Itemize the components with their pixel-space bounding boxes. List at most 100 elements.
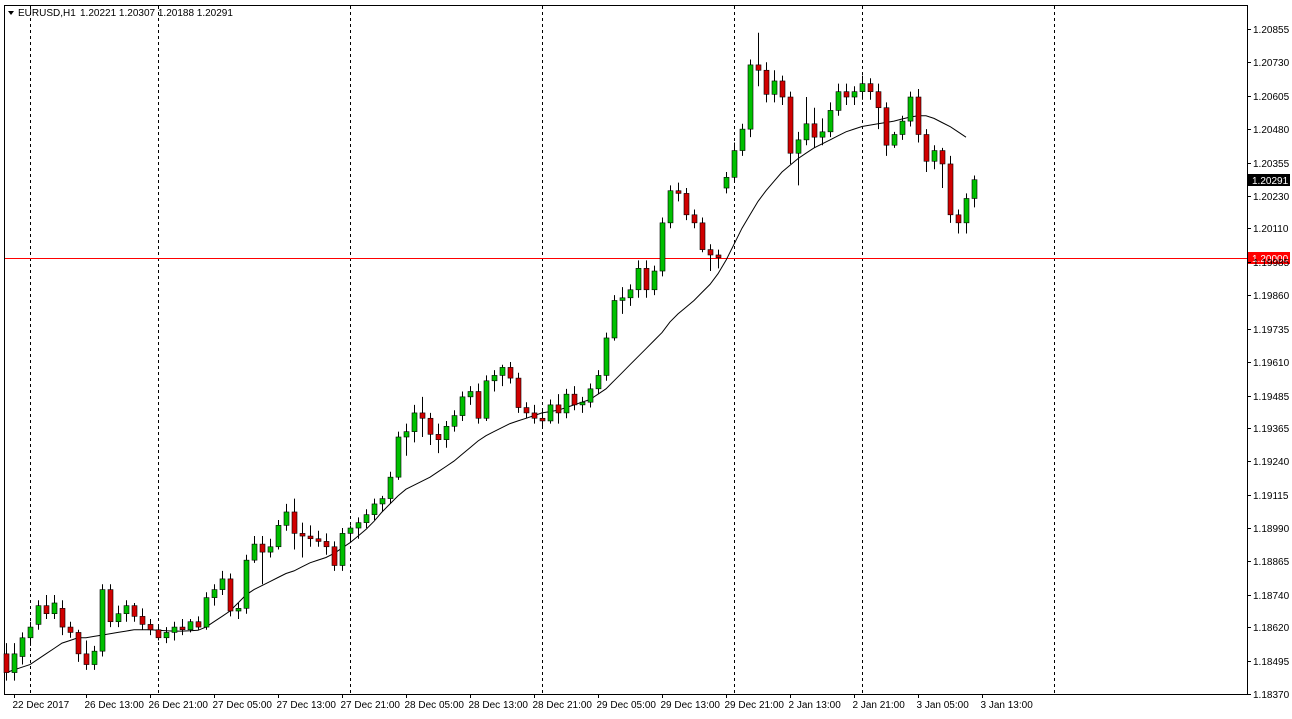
- candle: [635, 260, 642, 298]
- bear-candle-body: [3, 653, 10, 673]
- candle: [307, 525, 314, 547]
- y-tick-label: 1.20605: [1253, 92, 1290, 103]
- candle: [875, 83, 882, 130]
- candle: [371, 498, 378, 520]
- candle: [11, 643, 18, 681]
- bull-candle-body: [931, 150, 938, 162]
- bull-candle-body: [99, 589, 106, 652]
- candle: [643, 260, 650, 298]
- candle: [907, 91, 914, 127]
- bull-candle-body: [27, 626, 34, 639]
- candle: [315, 530, 322, 547]
- candle: [323, 533, 330, 555]
- candle: [19, 632, 26, 665]
- candle: [267, 538, 274, 558]
- y-tick-label: 1.20355: [1253, 159, 1290, 170]
- bear-candle-body: [643, 268, 650, 291]
- candle: [211, 584, 218, 606]
- candle: [275, 519, 282, 550]
- price-tag-label: 1.20291: [1252, 176, 1289, 187]
- bear-candle-body: [59, 608, 66, 628]
- bull-candle-body: [411, 412, 418, 432]
- bull-candle-body: [891, 134, 898, 146]
- bull-candle-body: [635, 268, 642, 291]
- candle: [163, 627, 170, 644]
- bear-candle-body: [523, 407, 530, 414]
- bear-candle-body: [107, 589, 114, 623]
- bear-candle-body: [475, 391, 482, 419]
- ohlc-label: 1.20221 1.20307 1.20188 1.20291: [80, 8, 233, 19]
- y-tick-label: 1.20230: [1253, 192, 1290, 203]
- x-tick-label: 29 Dec 05:00: [597, 700, 657, 711]
- bear-candle-body: [691, 214, 698, 224]
- candle: [627, 284, 634, 306]
- candle: [523, 402, 530, 419]
- y-tick-label: 1.19735: [1253, 325, 1290, 336]
- level-line-group[interactable]: 1.20000: [5, 252, 1290, 265]
- candle: [235, 602, 242, 620]
- candle: [515, 372, 522, 413]
- time-axis[interactable]: 22 Dec 2017 26 Dec 13:00 26 Dec 21:00 27 De…: [13, 694, 1034, 711]
- bull-candle-body: [595, 375, 602, 390]
- bear-candle-body: [955, 214, 962, 224]
- bear-candle-body: [947, 163, 954, 216]
- bear-candle-body: [515, 377, 522, 408]
- candle: [379, 495, 386, 512]
- bear-candle-body: [195, 621, 202, 628]
- bull-candle-body: [91, 650, 98, 665]
- x-tick-label: 22 Dec 2017: [13, 700, 70, 711]
- candle: [155, 624, 162, 641]
- bull-candle-body: [803, 123, 810, 141]
- candle: [667, 185, 674, 229]
- bull-candle-body: [403, 431, 410, 438]
- bull-candle-body: [379, 498, 386, 505]
- candle: [803, 97, 810, 146]
- bear-candle-body: [571, 393, 578, 406]
- bear-candle-body: [787, 96, 794, 154]
- bear-candle-body: [531, 412, 538, 419]
- bull-candle-body: [483, 380, 490, 419]
- bull-candle-body: [827, 110, 834, 133]
- y-tick-label: 1.20480: [1253, 125, 1290, 136]
- y-tick-label: 1.18370: [1253, 690, 1290, 701]
- y-tick-label: 1.19240: [1253, 457, 1290, 468]
- level-tag: 1.20000: [1248, 252, 1290, 265]
- candle: [923, 129, 930, 172]
- price-axis[interactable]: 1.20855 1.20730 1.20605 1.20480 1.20355 1.202…: [1247, 25, 1290, 701]
- candle: [867, 78, 874, 100]
- candle: [763, 62, 770, 103]
- candle: [219, 570, 226, 595]
- bull-candle-body: [371, 503, 378, 515]
- bull-candle-body: [243, 559, 250, 609]
- candle: [859, 75, 866, 100]
- x-tick-label: 29 Dec 21:00: [725, 700, 785, 711]
- y-tick-label: 1.19485: [1253, 392, 1290, 403]
- bull-candle-body: [171, 626, 178, 633]
- x-tick-label: 3 Jan 05:00: [917, 700, 970, 711]
- candle: [507, 362, 514, 384]
- y-tick-label: 1.18990: [1253, 524, 1290, 535]
- bear-candle-body: [539, 417, 546, 422]
- y-tick-label: 1.18740: [1253, 591, 1290, 602]
- y-tick-label: 1.20730: [1253, 58, 1290, 69]
- bear-candle-body: [923, 134, 930, 162]
- dropdown-triangle-icon[interactable]: [8, 11, 14, 15]
- candle: [467, 386, 474, 405]
- bull-candle-body: [547, 404, 554, 422]
- candle: [683, 188, 690, 221]
- bear-candle-body: [675, 190, 682, 194]
- bear-candle-body: [323, 541, 330, 548]
- bear-candle-body: [75, 632, 82, 655]
- bear-candle-body: [867, 83, 874, 92]
- candle: [355, 517, 362, 539]
- bull-candle-body: [187, 621, 194, 631]
- period-separators: [30, 6, 1055, 694]
- bull-candle-body: [963, 198, 970, 224]
- bull-candle-body: [355, 522, 362, 529]
- symbol-label: EURUSD,H1: [18, 8, 76, 19]
- x-tick-label: 29 Dec 13:00: [661, 700, 721, 711]
- candle: [27, 621, 34, 646]
- price-tag-box: [1248, 174, 1290, 186]
- candle: [179, 619, 186, 636]
